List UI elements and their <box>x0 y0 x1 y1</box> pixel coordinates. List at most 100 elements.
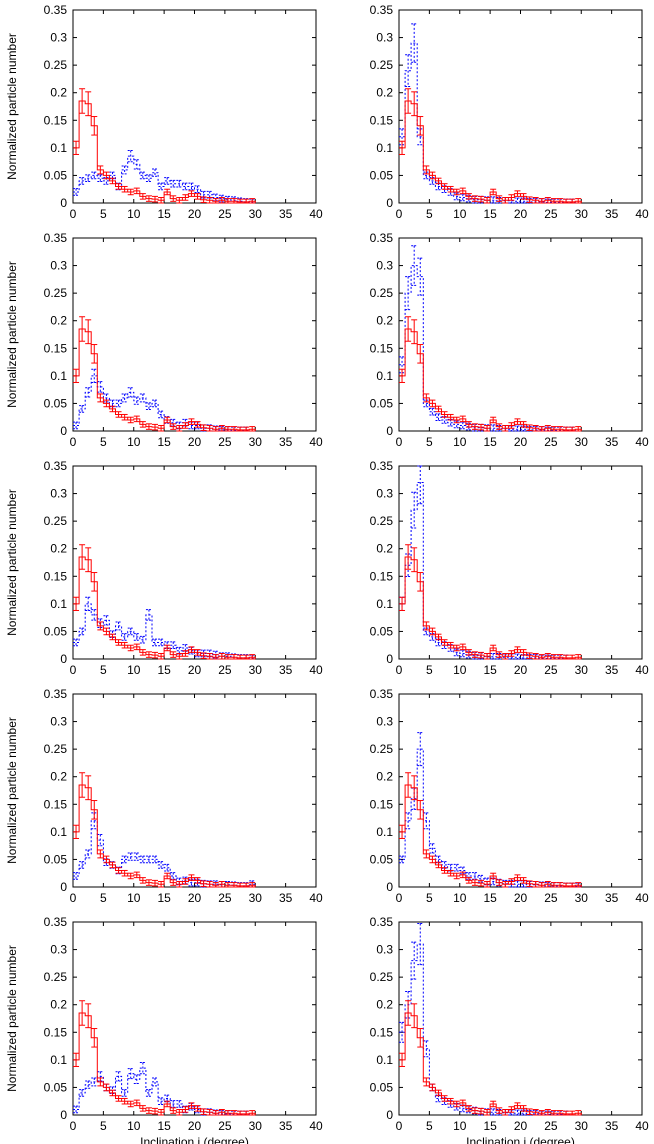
y-tick-label: 0.3 <box>50 943 67 957</box>
reference-errorbar <box>127 872 134 880</box>
reference-errorbar <box>188 646 195 653</box>
model-errorbar <box>133 159 140 170</box>
model-errorbar <box>514 880 521 888</box>
x-tick-label: 40 <box>309 1119 323 1133</box>
y-tick-label: 0.15 <box>370 569 394 583</box>
model-errorbar <box>127 627 134 636</box>
y-tick-label: 0 <box>60 652 67 666</box>
x-tick-label: 10 <box>453 435 467 449</box>
y-tick-label: 0.25 <box>370 742 394 756</box>
x-tick-label: 30 <box>575 663 589 677</box>
y-tick-label: 0.3 <box>376 943 393 957</box>
reference-errorbar <box>453 872 460 880</box>
reference-errorbar <box>230 654 237 660</box>
x-tick-label: 35 <box>605 663 619 677</box>
model-errorbar <box>127 150 134 163</box>
y-tick-label: 0.05 <box>370 168 394 182</box>
reference-errorbar <box>164 872 171 880</box>
model-errorbar <box>133 1074 140 1084</box>
model-errorbar <box>176 1100 183 1108</box>
reference-errorbar <box>399 368 406 383</box>
reference-errorbar <box>471 423 478 430</box>
model-errorbar <box>514 1109 521 1116</box>
reference-errorbar <box>423 849 430 859</box>
x-tick-label: 40 <box>309 891 323 905</box>
model-errorbar <box>164 177 171 185</box>
y-tick-label: 0 <box>386 424 393 438</box>
reference-errorbar <box>158 196 165 204</box>
model-errorbar <box>490 652 497 660</box>
y-tick-label: 0.15 <box>44 797 68 811</box>
reference-errorbar <box>459 187 466 195</box>
reference-errorbar <box>145 879 152 886</box>
reference-errorbar <box>459 415 466 423</box>
model-errorbar <box>127 852 134 861</box>
x-tick-label: 20 <box>188 207 202 221</box>
reference-errorbar <box>569 198 576 204</box>
x-tick-label: 40 <box>309 207 323 221</box>
model-errorbar <box>490 196 497 204</box>
reference-errorbar <box>453 416 460 424</box>
reference-errorbar <box>496 651 503 658</box>
plot-frame <box>72 921 317 1116</box>
x-tick-label: 0 <box>396 891 403 905</box>
reference-errorbar <box>79 772 86 798</box>
model-errorbar <box>139 635 146 644</box>
reference-errorbar <box>435 1089 442 1097</box>
model-errorbar <box>188 182 195 191</box>
y-axis-label: Normalized particle number <box>5 945 19 1092</box>
reference-errorbar <box>556 654 563 660</box>
x-tick-label: 20 <box>514 435 528 449</box>
model-histogram-line <box>399 943 582 1116</box>
y-tick-label: 0.3 <box>50 715 67 729</box>
model-errorbar <box>121 393 128 403</box>
x-tick-label: 15 <box>157 663 171 677</box>
reference-errorbar <box>109 405 116 413</box>
model-errorbar <box>158 861 165 869</box>
reference-errorbar <box>206 880 213 888</box>
reference-errorbar <box>73 824 80 839</box>
x-tick-label: 30 <box>249 891 263 905</box>
x-tick-label: 0 <box>70 663 77 677</box>
y-tick-label: 0.3 <box>376 715 393 729</box>
y-tick-label: 0.05 <box>370 852 394 866</box>
model-errorbar <box>194 185 201 194</box>
reference-errorbar <box>127 416 134 424</box>
reference-errorbar <box>435 861 442 869</box>
reference-errorbar <box>139 649 146 656</box>
reference-errorbar <box>85 319 92 345</box>
x-axis-label: Inclination i (degree) <box>466 1135 575 1144</box>
reference-errorbar <box>206 652 213 660</box>
reference-errorbar <box>243 654 250 660</box>
model-errorbar <box>490 424 497 432</box>
reference-errorbar <box>465 877 472 884</box>
reference-errorbar <box>411 775 418 801</box>
model-errorbar <box>145 855 152 864</box>
model-errorbar <box>91 609 98 621</box>
reference-errorbar <box>520 877 527 884</box>
model-errorbar <box>158 638 165 647</box>
reference-errorbar <box>532 196 539 204</box>
panel-r3-c1: 0 5 10 15 20 25 30 35 40 0 0.05 0.1 0.15 0.2 0.25 0.3 0.… <box>44 459 323 677</box>
model-errorbar <box>182 182 189 191</box>
model-histogram-line <box>73 603 256 659</box>
reference-errorbar <box>188 190 195 197</box>
x-tick-label: 15 <box>157 435 171 449</box>
reference-errorbar <box>399 824 406 839</box>
reference-errorbar <box>417 116 424 136</box>
x-tick-label: 35 <box>279 1119 293 1133</box>
reference-errorbar <box>170 879 177 886</box>
x-tick-label: 35 <box>279 891 293 905</box>
reference-errorbar <box>514 1102 521 1109</box>
reference-errorbar <box>514 190 521 197</box>
x-tick-label: 20 <box>188 1119 202 1133</box>
y-tick-label: 0.2 <box>50 998 67 1012</box>
reference-histogram-line <box>73 100 256 203</box>
reference-errorbar <box>158 424 165 432</box>
reference-errorbar <box>569 882 576 888</box>
panel-r5-c1: 0 5 10 15 20 25 30 35 40 0 0.05 0.1 0.15 0.2 0.25 0.3 0.… <box>44 915 323 1133</box>
reference-errorbar <box>145 423 152 430</box>
model-errorbar <box>152 855 159 864</box>
reference-errorbar <box>109 633 116 641</box>
